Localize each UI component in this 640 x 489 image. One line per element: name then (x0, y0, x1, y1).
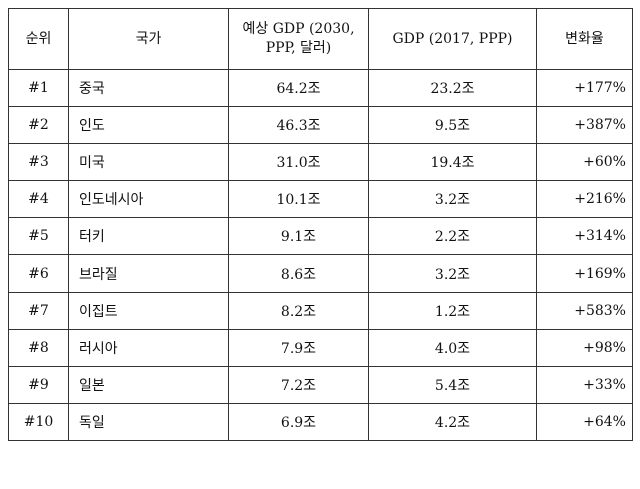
cell-change: +216% (536, 180, 633, 219)
cell-gdp-2030: 46.3조 (228, 106, 369, 145)
cell-gdp-2030: 7.2조 (228, 365, 369, 404)
cell-rank: #1 (8, 68, 69, 108)
cell-gdp-2017: 23.2조 (368, 68, 537, 108)
cell-country: 인도네시아 (68, 180, 229, 219)
cell-change: +169% (536, 254, 633, 293)
header-gdp-2030: 예상 GDP (2030, PPP, 달러) (228, 8, 369, 70)
header-gdp-2017: GDP (2017, PPP) (368, 8, 537, 70)
cell-country: 터키 (68, 217, 229, 256)
cell-change: +314% (536, 217, 633, 256)
cell-rank: #4 (8, 180, 69, 219)
table-row: #5 터키 9.1조 2.2조 +314% (8, 217, 633, 256)
table-row: #6 브라질 8.6조 3.2조 +169% (8, 254, 633, 293)
cell-gdp-2030: 8.6조 (228, 254, 369, 293)
table-row: #8 러시아 7.9조 4.0조 +98% (8, 328, 633, 367)
cell-country: 인도 (68, 106, 229, 145)
cell-rank: #6 (8, 254, 69, 293)
cell-gdp-2030: 7.9조 (228, 328, 369, 367)
cell-change: +583% (536, 291, 633, 330)
header-rank: 순위 (8, 8, 69, 70)
table-row: #1 중국 64.2조 23.2조 +177% (8, 68, 633, 108)
cell-gdp-2017: 4.2조 (368, 402, 537, 441)
cell-gdp-2030: 8.2조 (228, 291, 369, 330)
table-row: #9 일본 7.2조 5.4조 +33% (8, 365, 633, 404)
cell-rank: #2 (8, 106, 69, 145)
table-body: #1 중국 64.2조 23.2조 +177% #2 인도 46.3조 9.5조 +387% #3 미… (8, 68, 633, 441)
cell-rank: #10 (8, 402, 69, 441)
cell-gdp-2017: 2.2조 (368, 217, 537, 256)
cell-gdp-2030: 10.1조 (228, 180, 369, 219)
cell-gdp-2017: 9.5조 (368, 106, 537, 145)
cell-rank: #3 (8, 143, 69, 182)
cell-gdp-2030: 31.0조 (228, 143, 369, 182)
table-row: #7 이집트 8.2조 1.2조 +583% (8, 291, 633, 330)
cell-gdp-2017: 1.2조 (368, 291, 537, 330)
cell-rank: #7 (8, 291, 69, 330)
cell-country: 독일 (68, 402, 229, 441)
cell-country: 이집트 (68, 291, 229, 330)
cell-country: 브라질 (68, 254, 229, 293)
cell-gdp-2017: 5.4조 (368, 365, 537, 404)
header-gdp-2030-line2: PPP, 달러) (265, 40, 332, 56)
cell-change: +387% (536, 106, 633, 145)
header-change: 변화율 (536, 8, 633, 70)
cell-gdp-2030: 6.9조 (228, 402, 369, 441)
cell-gdp-2017: 19.4조 (368, 143, 537, 182)
cell-country: 러시아 (68, 328, 229, 367)
cell-gdp-2017: 4.0조 (368, 328, 537, 367)
header-row: 순위 국가 예상 GDP (2030, PPP, 달러) GDP (2017, … (8, 8, 633, 70)
table-row: #2 인도 46.3조 9.5조 +387% (8, 106, 633, 145)
table-header: 순위 국가 예상 GDP (2030, PPP, 달러) GDP (2017, … (8, 8, 633, 70)
cell-gdp-2017: 3.2조 (368, 180, 537, 219)
cell-country: 중국 (68, 68, 229, 108)
cell-rank: #8 (8, 328, 69, 367)
cell-rank: #9 (8, 365, 69, 404)
cell-gdp-2030: 64.2조 (228, 68, 369, 108)
cell-change: +60% (536, 143, 633, 182)
cell-country: 미국 (68, 143, 229, 182)
cell-gdp-2030: 9.1조 (228, 217, 369, 256)
cell-change: +33% (536, 365, 633, 404)
gdp-ranking-table: 순위 국가 예상 GDP (2030, PPP, 달러) GDP (2017, … (8, 8, 633, 441)
header-gdp-2030-line1: 예상 GDP (2030, (242, 21, 355, 37)
cell-change: +177% (536, 68, 633, 108)
table-row: #4 인도네시아 10.1조 3.2조 +216% (8, 180, 633, 219)
cell-rank: #5 (8, 217, 69, 256)
header-country: 국가 (68, 8, 229, 70)
cell-change: +98% (536, 328, 633, 367)
table-row: #10 독일 6.9조 4.2조 +64% (8, 402, 633, 441)
cell-country: 일본 (68, 365, 229, 404)
cell-gdp-2017: 3.2조 (368, 254, 537, 293)
cell-change: +64% (536, 402, 633, 441)
table-row: #3 미국 31.0조 19.4조 +60% (8, 143, 633, 182)
